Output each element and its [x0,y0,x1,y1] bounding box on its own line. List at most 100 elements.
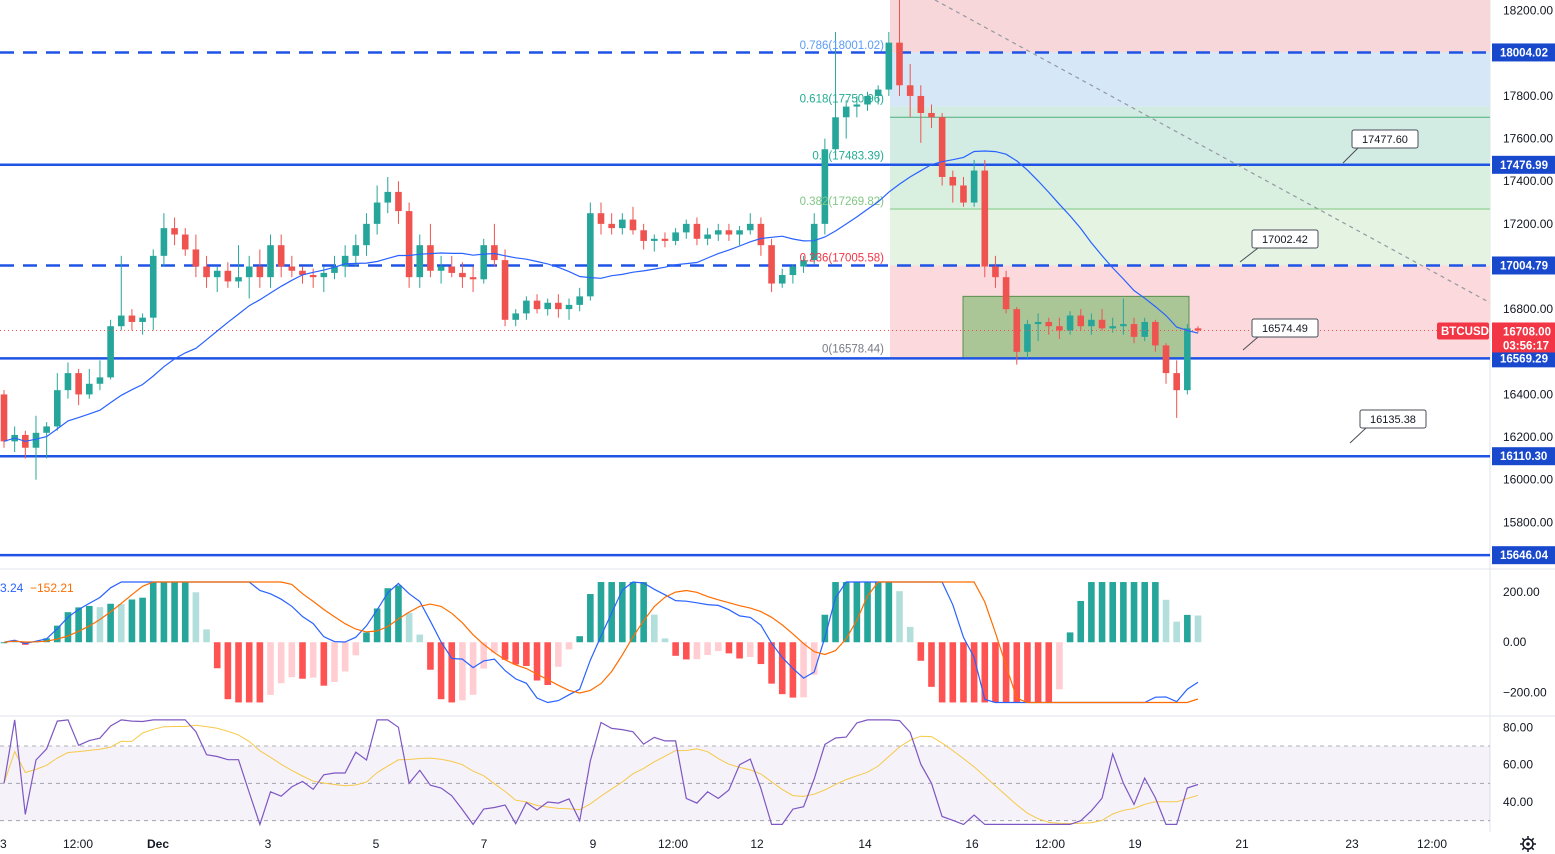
callout-pointer-3 [1349,427,1367,444]
macd-hist-21 [224,642,232,700]
candle-body-89 [949,176,957,186]
price-tick-7: 17600.00 [1503,132,1553,146]
time-axis: 3 12:00 Dec 3 5 7 9 12:00 12 14 16 12:00 19 21 23 12:00 [0,837,1447,851]
candle-89 [949,170,957,203]
macd-hist-93 [992,642,999,703]
macd-hist-54 [576,636,583,643]
candle-44 [469,266,477,293]
candle-70 [746,213,754,235]
macd-hist-69 [736,642,743,659]
candle-34 [363,213,370,256]
callout-box-0 [1351,129,1419,149]
candle-body-111 [1184,328,1191,391]
candle-45 [480,238,488,284]
macd-hist-103 [1098,582,1106,643]
candle-23 [245,255,253,299]
candle-body-10 [107,326,114,378]
candle-68 [725,223,733,241]
settings-gear-icon[interactable] [1520,836,1536,852]
candle-body-4 [43,426,50,433]
macd-hist-47 [501,642,509,660]
macd-hist-72 [768,642,775,684]
candle-body-71 [757,223,765,246]
callout-pointer-2 [1242,336,1259,351]
price-tick-5: 17200.00 [1503,217,1553,231]
candle-body-38 [405,211,413,278]
macd-hist-67 [714,642,722,652]
candle-body-18 [192,249,200,267]
candle-38 [405,202,413,288]
candle-body-79 [842,106,850,118]
candle-body-97 [1034,321,1042,325]
candle-body-43 [459,272,466,278]
candle-32 [341,245,349,278]
candle-76 [810,213,818,265]
candle-body-63 [672,232,679,241]
candle-25 [267,234,274,288]
candle-93 [992,255,999,288]
candle-22 [235,245,242,288]
candle-97 [1034,313,1042,342]
candle-body-107 [1141,321,1149,337]
candle-body-55 [587,213,594,297]
last-price-tag: 16708.00 [1503,326,1551,338]
macd-hist-38 [405,612,413,643]
candle-body-69 [736,230,743,235]
macd-hist-90 [960,642,967,703]
macd-hist-35 [373,608,381,643]
macd-hist-96 [1024,642,1031,703]
candle-body-8 [85,383,93,395]
candle-82 [874,85,882,105]
candle-81 [864,91,871,111]
macd-hist-71 [757,642,765,665]
candle-body-86 [917,95,925,113]
time-tick-12: 19 [1128,837,1142,851]
candle-body-16 [171,228,178,235]
candle-body-25 [267,245,274,278]
candle-body-33 [352,245,360,256]
macd-hist-40 [427,642,434,670]
macd-hist-53 [565,642,573,650]
macd-hist-100 [1066,632,1074,643]
candle-106 [1130,317,1138,344]
candle-body-80 [853,104,861,107]
macd-hist-105 [1120,582,1127,643]
candle-body-37 [395,191,402,212]
candle-65 [693,217,701,246]
level-tag-18004-02: 18004.02 [1500,47,1548,59]
macd-hist-52 [555,642,562,667]
candle-body-67 [714,230,722,235]
trend-line [934,0,1491,304]
candle-58 [619,213,626,235]
macd-hist-70 [746,642,754,658]
fib-label-0: 0.786(18001.02) [800,40,885,52]
price-axis: 15800.00 16000.00 16200.00 16400.00 16800.00… [1437,4,1555,529]
macd-hist-48 [512,642,520,665]
candle-body-30 [320,272,328,278]
candle-24 [256,249,264,288]
signal-line [3,581,1199,704]
candle-body-34 [363,223,370,246]
macd-hist-76 [810,642,818,675]
macd-hist-51 [544,642,552,686]
candle-109 [1162,343,1170,384]
candle-35 [373,185,381,235]
rsi-tick-1: 60.00 [1503,758,1533,772]
fib-zone-382 [890,208,1490,266]
candle-91 [970,159,978,207]
candle-body-68 [725,230,733,235]
candle-18 [192,234,200,278]
callout-label-3: 16135.38 [1370,414,1416,426]
horizontal-levels[interactable]: 18004.02 17476.99 17004.79 16569.29 16110.30… [0,43,1555,565]
macd-hist-63 [672,642,679,656]
macd-hist-32 [341,642,349,672]
macd-hist-60 [640,582,647,643]
macd-hist-108 [1152,582,1159,643]
candle-2 [22,430,29,459]
candle-body-39 [416,245,424,278]
candle-53 [565,298,573,320]
candle-33 [352,234,360,267]
candle-body-7 [75,373,82,395]
macd-hist-41 [437,642,445,700]
